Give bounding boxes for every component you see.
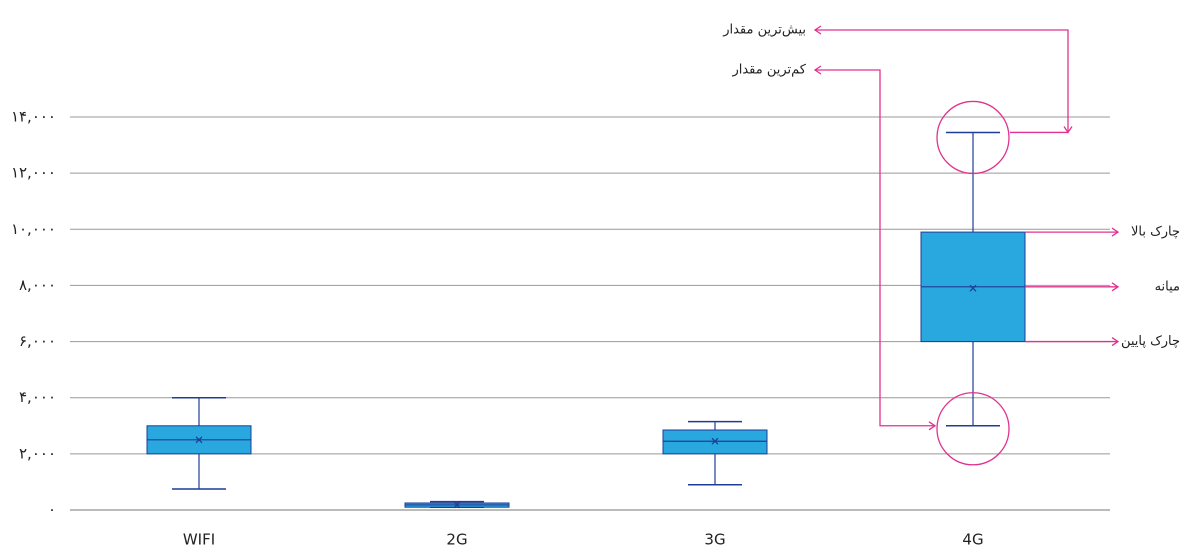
mean-marker [969, 284, 977, 292]
y-tick-label: ۸,۰۰۰ [19, 276, 56, 294]
y-tick-label: ۱۰,۰۰۰ [11, 220, 56, 238]
annotation-line [815, 29, 1069, 133]
x-tick-label: 4G [962, 531, 983, 549]
annotation: کم‌ترین مقدار [731, 63, 806, 78]
highlight-circle [936, 392, 1010, 466]
y-tick-label: ۱۴,۰۰۰ [11, 108, 56, 126]
x-tick-label: WIFI [183, 531, 215, 549]
arrow-head [928, 421, 937, 431]
x-tick-label: 3G [704, 531, 725, 549]
arrow-head [1111, 337, 1120, 347]
y-tick-label: ۲,۰۰۰ [19, 444, 56, 462]
annotation: چارک پایین [1121, 334, 1180, 349]
mean-marker [195, 436, 203, 444]
annotation: میانه [1155, 279, 1180, 294]
highlight-circle [936, 100, 1010, 175]
x-tick-label: 2G [446, 531, 467, 549]
annotation-line [815, 69, 935, 427]
arrow-head [813, 25, 822, 35]
y-tick-label: ۱۲,۰۰۰ [11, 164, 56, 182]
arrow-head [1111, 227, 1120, 237]
annotation: بیش‌ترین مقدار [722, 23, 806, 38]
y-tick-label: ۶,۰۰۰ [19, 332, 56, 350]
mean-marker [453, 501, 461, 509]
annotation: چارک بالا [1131, 225, 1180, 240]
y-tick-label: ۴,۰۰۰ [19, 388, 56, 406]
y-tick-label: ۰ [48, 501, 56, 519]
mean-marker [711, 437, 719, 445]
arrow-head [813, 65, 822, 75]
arrow-head [1111, 282, 1120, 292]
